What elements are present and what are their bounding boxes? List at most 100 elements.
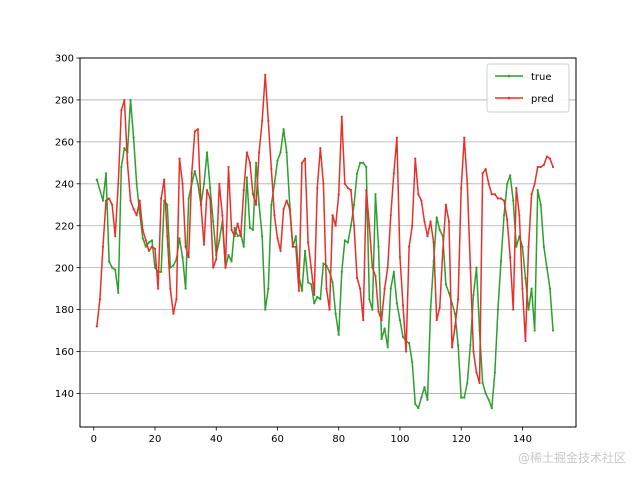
data-point-pred [175, 298, 178, 301]
data-point-pred [365, 188, 368, 192]
data-point-pred [160, 197, 163, 200]
data-point-true [230, 260, 233, 263]
data-point-true [258, 203, 261, 206]
data-point-true [160, 270, 163, 273]
data-point-true [141, 237, 144, 240]
x-tick-label: 120 [452, 434, 471, 445]
y-tick-label: 260 [55, 137, 74, 148]
y-tick-label: 220 [55, 221, 74, 232]
data-point-true [123, 147, 126, 150]
data-point-pred [279, 249, 282, 252]
data-point-pred [190, 172, 193, 175]
data-point-true [227, 253, 230, 257]
data-point-pred [539, 165, 542, 169]
data-point-pred [319, 147, 322, 150]
data-point-true [254, 161, 258, 164]
data-point-pred [251, 193, 255, 196]
data-point-true [466, 381, 469, 385]
data-point-true [101, 199, 105, 202]
data-point-pred [395, 136, 398, 139]
data-point-pred [490, 193, 493, 196]
data-point-pred [282, 207, 285, 211]
data-point-pred [233, 235, 236, 238]
data-point-pred [261, 119, 264, 122]
data-point-pred [551, 165, 555, 169]
data-point-true [132, 136, 135, 139]
data-point-pred [322, 182, 325, 185]
data-point-pred [153, 247, 157, 250]
data-point-pred [111, 203, 114, 206]
data-point-true [331, 281, 334, 284]
data-point-pred [362, 318, 365, 322]
data-point-true [420, 396, 423, 399]
data-point-pred [414, 157, 417, 160]
data-point-true [536, 188, 539, 192]
x-tick-label: 20 [149, 434, 162, 445]
data-point-true [114, 268, 117, 271]
data-point-pred [352, 224, 356, 227]
data-point-true [542, 245, 545, 248]
data-point-pred [521, 287, 524, 290]
data-point-pred [466, 182, 469, 185]
data-point-true [512, 199, 515, 202]
x-tick-label: 0 [91, 434, 97, 445]
data-point-true [346, 241, 350, 244]
data-point-true [212, 220, 215, 223]
data-point-pred [209, 197, 212, 200]
data-point-true [365, 165, 368, 169]
data-point-true [438, 228, 441, 232]
data-point-pred [236, 222, 239, 225]
data-point-pred [212, 266, 215, 269]
data-point-pred [248, 161, 252, 164]
data-point-pred [337, 193, 340, 196]
data-point-true [267, 287, 270, 290]
data-point-pred [230, 228, 233, 232]
data-point-true [193, 170, 196, 173]
data-point-pred [181, 182, 184, 185]
legend-marker-true [507, 74, 511, 78]
data-point-pred [343, 182, 346, 185]
data-point-pred [374, 274, 377, 278]
data-point-true [107, 260, 111, 263]
data-point-pred [355, 277, 359, 280]
data-point-true [374, 193, 377, 196]
data-point-pred [426, 235, 429, 238]
data-point-pred [147, 249, 150, 252]
data-point-pred [205, 188, 209, 192]
legend-marker-pred [507, 96, 511, 100]
data-point-true [144, 245, 147, 248]
data-point-pred [408, 245, 411, 248]
data-point-pred [156, 287, 160, 290]
data-point-true [502, 214, 506, 217]
data-point-true [548, 287, 552, 290]
data-point-pred [475, 371, 478, 374]
data-point-true [300, 289, 304, 292]
data-point-true [279, 151, 282, 154]
data-point-pred [493, 193, 496, 196]
data-point-true [303, 249, 307, 252]
data-point-true [313, 302, 316, 305]
data-point-true [209, 186, 212, 190]
data-point-pred [392, 172, 395, 175]
data-point-pred [184, 245, 187, 248]
data-point-pred [325, 287, 328, 290]
data-point-pred [126, 161, 129, 164]
data-point-pred [536, 165, 539, 169]
data-point-true [392, 270, 395, 273]
data-point-true [282, 128, 285, 131]
data-point-pred [313, 293, 316, 297]
data-point-pred [117, 182, 120, 185]
data-point-true [539, 203, 542, 206]
data-point-true [533, 329, 536, 332]
data-point-true [334, 312, 337, 315]
data-point-pred [104, 199, 108, 202]
data-point-pred [132, 207, 135, 211]
data-point-true [484, 392, 487, 395]
data-point-pred [328, 308, 331, 311]
data-point-true [242, 245, 245, 248]
data-point-true [172, 264, 175, 267]
data-point-true [251, 228, 255, 232]
data-point-pred [524, 339, 527, 343]
data-point-true [343, 239, 346, 242]
